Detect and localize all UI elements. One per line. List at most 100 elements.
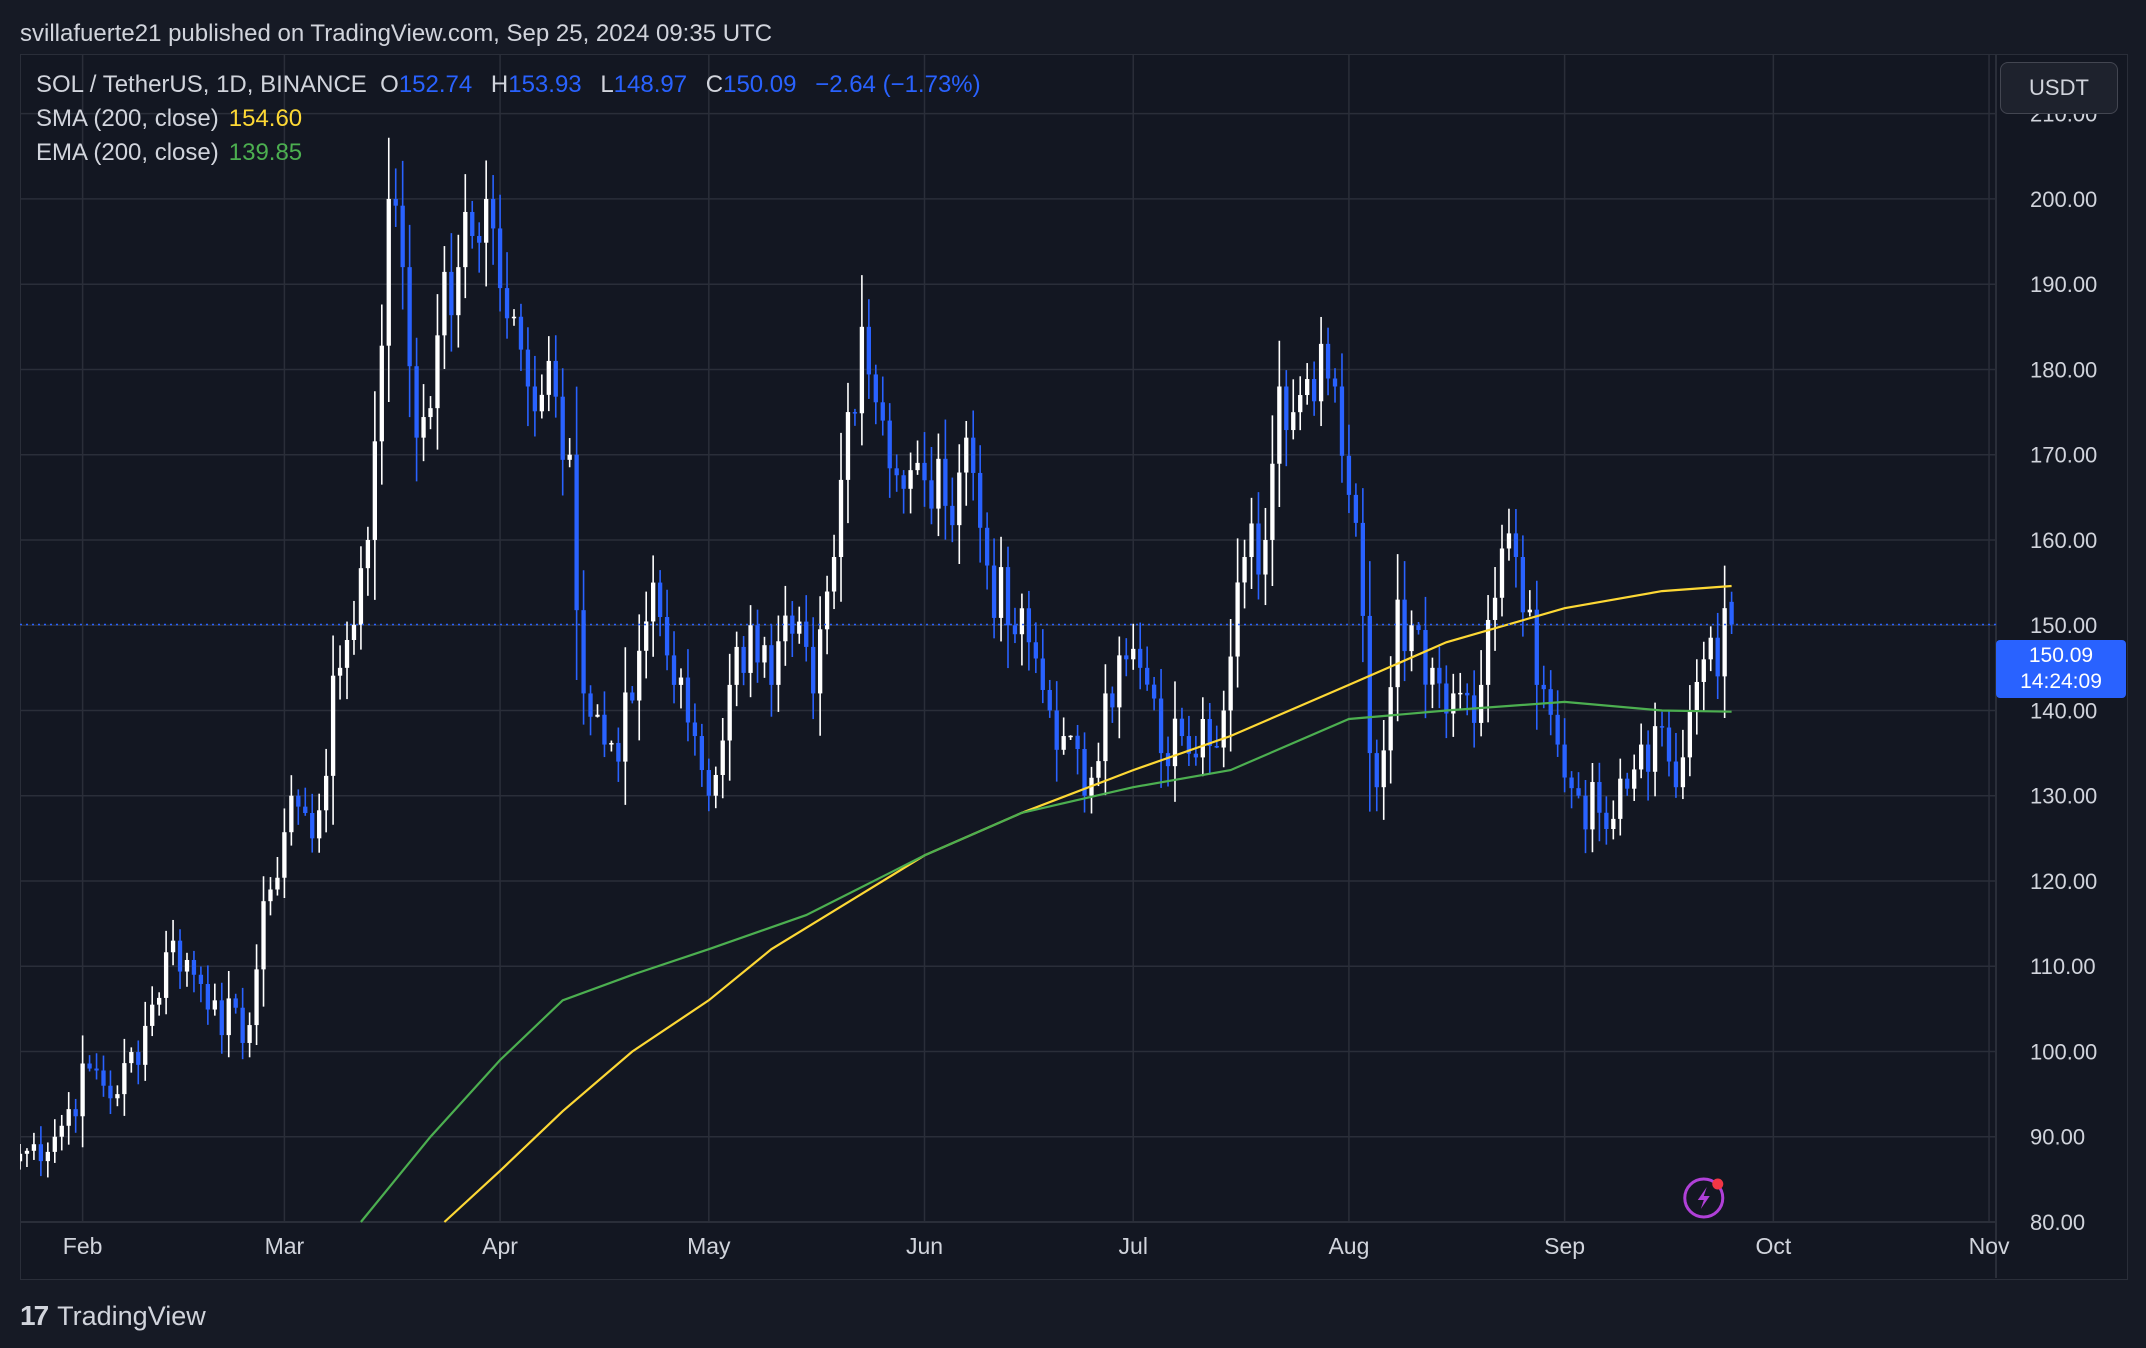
candle-body [637,650,642,701]
candle [275,857,280,896]
price-chart[interactable]: 80.00 90.00 100.00 110.00 120.00 130.00 140.00… [20,54,2126,1278]
candle-body [414,366,419,438]
candle [1193,735,1199,766]
candle-body [20,1153,23,1162]
footer-brand[interactable]: 17 TradingView [20,1296,206,1336]
candle-body [38,1144,44,1162]
candle [59,1114,64,1151]
candle [456,234,461,348]
candle-body [379,345,384,442]
candle [915,440,920,475]
candle [212,983,217,1016]
y-tick-label: 200.00 [2030,187,2097,212]
candle [1179,707,1185,746]
candle-body [1632,769,1637,789]
candle [504,252,510,339]
candle-body [1124,655,1129,660]
candle-body [866,326,872,375]
x-axis-labels: Feb Mar Apr May Jun Jul Aug Sep Oct Nov [63,1233,2010,1259]
lightning-icon[interactable] [1683,1177,1725,1219]
candle [1638,723,1644,779]
chart-icons[interactable] [1683,1177,1725,1219]
candle [971,410,976,501]
candle [1117,636,1122,739]
candle-body [616,742,621,762]
close-label: C [705,71,724,98]
candle-body [1409,625,1414,652]
candle-body [1151,684,1157,699]
candle [1555,690,1560,757]
candle-body [692,722,698,737]
candle-body [1061,736,1066,750]
candle-body [1318,343,1324,402]
candle-body [1242,557,1247,583]
candle [1318,316,1324,427]
candle-body [268,889,273,902]
candle-body [1569,777,1574,789]
candle-body [1541,684,1546,690]
currency-button[interactable]: USDT [2000,62,2118,114]
candle-body [595,714,600,717]
candle-body [80,1063,85,1117]
candle [323,748,329,833]
candle-body [1131,648,1136,660]
candle-body [1492,597,1498,620]
candle-body [984,527,990,566]
candle-body [1019,608,1025,635]
candle [1256,492,1261,600]
candle-body [170,940,176,953]
candle [1659,711,1665,747]
candle [720,718,725,799]
candle-body [247,1025,252,1043]
candle [428,396,433,430]
candle-body [560,396,565,460]
candle-body [678,677,684,685]
candle-body [1054,710,1059,750]
sma-row[interactable]: SMA (200, close) 154.60 [36,102,981,136]
candle [1075,724,1080,775]
candle-body [1583,795,1588,830]
candle-body [108,1085,113,1099]
candle [1054,681,1059,782]
candle [1527,590,1532,617]
candle [1458,672,1463,710]
candle-body [1513,533,1519,558]
candle [400,160,405,310]
candle [435,294,440,450]
candle [226,970,231,1058]
candle-body [1298,395,1303,413]
candle [386,137,391,402]
candle-body [66,1109,71,1126]
candle [136,1040,141,1085]
candle [1645,730,1651,801]
candle-body [233,998,238,1008]
candle-body [226,998,231,1036]
candle [1478,650,1484,737]
symbol-label[interactable]: SOL / TetherUS, 1D, BINANCE [36,71,367,98]
candle-body [1207,718,1212,746]
candle [1165,736,1171,787]
y-tick-label: 80.00 [2030,1210,2085,1235]
candle [115,1085,120,1107]
candle-body [630,692,635,701]
change-value: −2.64 (−1.73%) [815,71,981,98]
candle-body [1005,567,1011,626]
y-tick-label: 160.00 [2030,528,2097,553]
candle-body [1249,523,1254,558]
candle-body [421,417,426,438]
candle [581,570,586,725]
candle [393,168,398,227]
candle-body [894,468,899,476]
candle-body [205,983,211,1010]
candle [1694,659,1699,735]
y-axis-labels: 80.00 90.00 100.00 110.00 120.00 130.00 140.00… [2030,102,2097,1235]
candle-body [859,326,865,414]
candle [727,653,732,781]
candle [783,585,788,666]
ema-row[interactable]: EMA (200, close) 139.85 [36,136,981,170]
open-value: 152.74 [398,71,473,98]
candle-body [1645,744,1651,772]
candle [94,1053,99,1080]
candle [45,1142,50,1178]
candle [1221,690,1226,768]
